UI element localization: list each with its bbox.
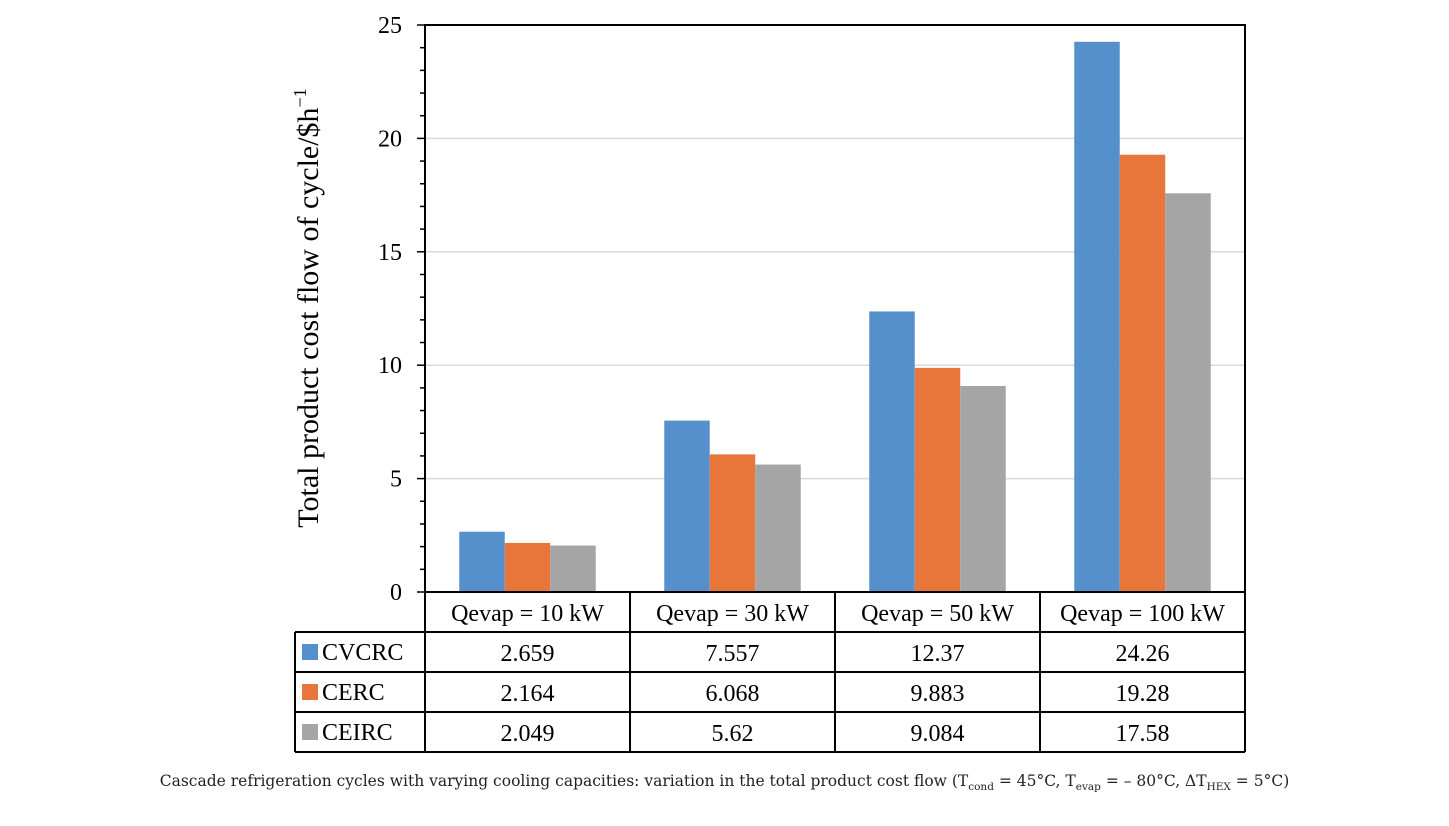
bar-ceirc-3 [960,385,1006,592]
caption-sub-evap: evap [1075,781,1101,794]
table-value-ceirc: 5.62 [712,721,754,747]
y-axis-title-superscript: −1 [290,88,310,107]
table-value-ceirc: 9.084 [911,721,965,747]
bar-cvcrc-4 [1074,41,1120,592]
bar-cvcrc-1 [459,531,505,592]
bars-group [459,41,1211,593]
y-axis-title: Total product cost flow of cycle/$h−1 [290,88,325,527]
caption-text-1: Cascade refrigeration cycles with varyin… [159,772,969,790]
bar-cvcrc-3 [869,311,915,592]
bar-ceirc-2 [755,464,801,592]
y-axis-title-main: Total product cost flow of cycle/$h [292,107,325,527]
x-category-label: Qevap = 50 kW [861,601,1014,627]
bar-ceirc-1 [550,545,596,592]
table-value-cvcrc: 12.37 [911,641,965,667]
legend-label-cvcrc: CVCRC [322,640,403,666]
bar-cerc-3 [914,367,961,592]
caption-text-2: = 45°C, T [993,772,1076,790]
legend-label-ceirc: CEIRC [322,720,393,746]
y-tick-label: 15 [378,240,402,266]
x-category-label: Qevap = 100 kW [1060,601,1225,627]
y-tick-label: 5 [390,467,402,493]
bar-ceirc-4 [1165,193,1211,593]
y-tick-label: 25 [378,13,402,39]
table-value-ceirc: 2.049 [501,721,555,747]
y-tick-label: 0 [390,580,402,606]
y-tick-label: 10 [378,353,402,379]
table-value-cerc: 2.164 [501,681,555,707]
bar-cerc-2 [709,454,756,592]
caption-text-4: = 5°C) [1230,772,1290,790]
table-value-ceirc: 17.58 [1116,721,1170,747]
table-value-cerc: 19.28 [1116,681,1170,707]
legend-key-cvcrc [302,644,318,660]
bar-cerc-4 [1119,154,1166,592]
table-value-cerc: 6.068 [706,681,760,707]
legend-label-cerc: CERC [322,680,385,706]
figure-caption: Cascade refrigeration cycles with varyin… [0,772,1449,793]
bar-cerc-1 [504,542,551,592]
caption-text-3: = – 80°C, ΔT [1100,772,1207,790]
table-value-cvcrc: 24.26 [1116,641,1170,667]
x-category-label: Qevap = 10 kW [451,601,604,627]
bar-cvcrc-2 [664,420,710,592]
table-value-cerc: 9.883 [911,681,965,707]
bar-chart: 0 5 10 15 20 25 Total product cost flow of cy… [290,13,1246,753]
caption-sub-hex: HEX [1206,781,1231,794]
y-tick-label: 20 [378,126,402,152]
table-value-cvcrc: 7.557 [706,641,760,667]
x-category-label: Qevap = 30 kW [656,601,809,627]
legend-key-cerc [302,684,318,700]
caption-sub-cond: cond [968,781,994,794]
table-value-cvcrc: 2.659 [501,641,555,667]
data-table: Qevap = 10 kW Qevap = 30 kW Qevap = 50 kW Q… [294,592,1246,753]
legend-key-ceirc [302,724,318,740]
